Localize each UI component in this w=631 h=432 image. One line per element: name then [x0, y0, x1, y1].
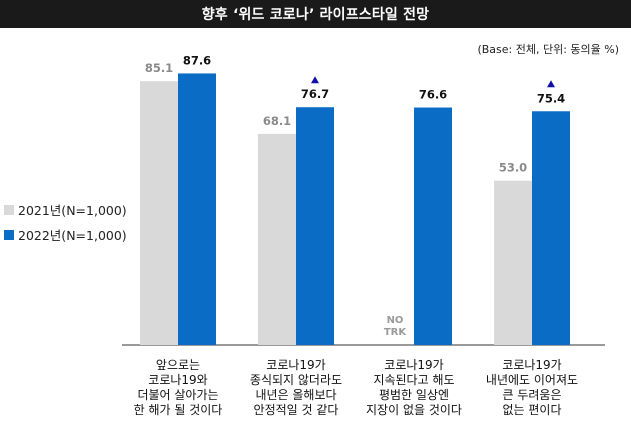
legend-swatch-2021	[4, 204, 14, 215]
chart-title: 향후 ‘위드 코로나’ 라이프스타일 전망	[0, 0, 631, 28]
increase-arrow-icon-3	[547, 80, 555, 88]
category-label-0: 앞으로는 코로나19와 더불어 살아가는 한 해가 될 것이다	[134, 358, 223, 417]
bar-2022-2	[414, 107, 452, 345]
value-label-2021-1: 68.1	[263, 114, 291, 128]
value-label-2022-2: 76.6	[419, 88, 447, 102]
bar-2022-3	[532, 111, 570, 345]
bar-2022-0	[178, 73, 216, 345]
category-label-3: 코로나19가 내년에도 이어져도 큰 두려움은 없는 편이다	[486, 358, 578, 417]
legend-item-2021: 2021년(N=1,000)	[4, 199, 127, 220]
legend-item-2022: 2022년(N=1,000)	[4, 224, 127, 245]
category-label-2: 코로나19가 지속된다고 해도 평범한 일상엔 지장이 없을 것이다	[366, 358, 462, 417]
bar-2022-1	[296, 107, 334, 345]
legend: 2021년(N=1,000) 2022년(N=1,000)	[4, 199, 127, 249]
bar-2021-0	[140, 81, 178, 345]
legend-label-2021: 2021년(N=1,000)	[18, 203, 127, 218]
bar-2021-3	[494, 180, 532, 345]
value-label-2021-0: 85.1	[145, 61, 173, 75]
no-trk-label-2: NO TRK	[384, 315, 408, 338]
increase-arrow-icon-1	[311, 76, 319, 84]
value-label-2022-0: 87.6	[183, 53, 211, 67]
value-label-2022-1: 76.7	[301, 87, 329, 101]
category-label-1: 코로나19가 종식되지 않더라도 내년은 올해보다 안정적일 것 같다	[250, 358, 342, 417]
legend-swatch-2022	[4, 229, 14, 240]
base-note: (Base: 전체, 단위: 동의율 %)	[477, 43, 619, 56]
legend-label-2022: 2022년(N=1,000)	[18, 228, 127, 243]
value-label-2021-3: 53.0	[499, 161, 527, 175]
value-label-2022-3: 75.4	[537, 91, 565, 105]
bar-2021-1	[258, 133, 296, 345]
